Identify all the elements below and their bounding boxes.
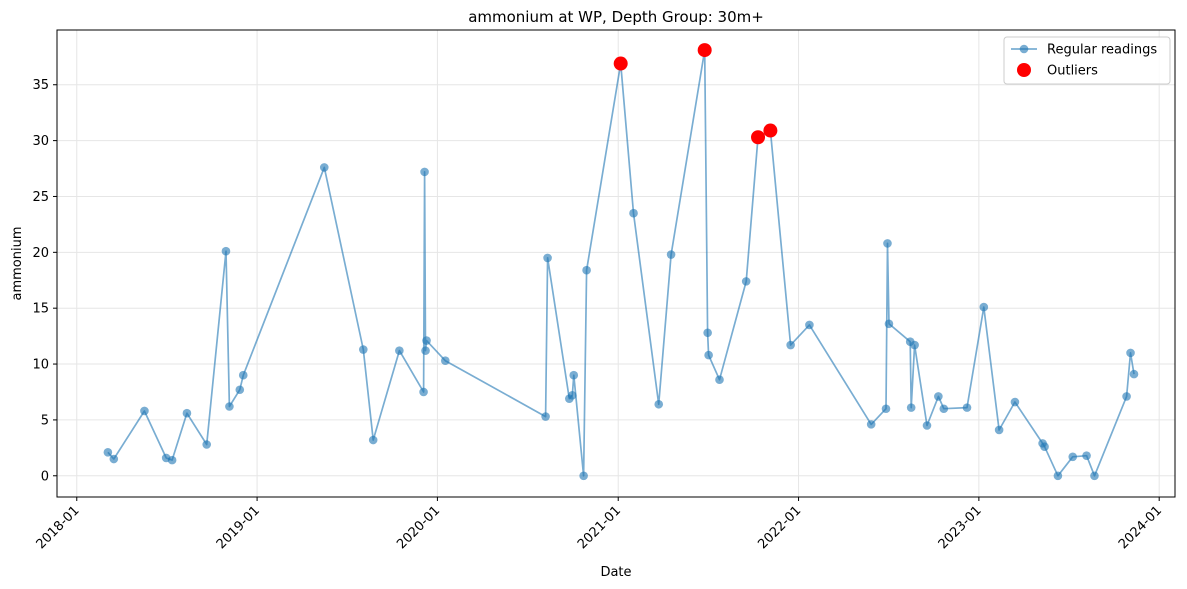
regular-reading-point xyxy=(202,440,211,449)
regular-reading-point xyxy=(420,167,429,177)
regular-reading-point xyxy=(883,239,892,248)
y-tick-label: 15 xyxy=(32,302,49,317)
regular-reading-point xyxy=(715,375,724,384)
regular-reading-point xyxy=(422,336,431,345)
regular-reading-point xyxy=(109,454,119,464)
regular-reading-point xyxy=(703,328,712,338)
regular-reading-point xyxy=(359,345,368,354)
regular-reading-point xyxy=(319,163,329,172)
regular-reading-point xyxy=(704,350,713,360)
outlier-point xyxy=(697,43,712,58)
y-tick-label: 20 xyxy=(32,246,49,261)
regular-reading-point xyxy=(567,391,577,400)
regular-reading-point xyxy=(666,250,676,259)
outlier-point xyxy=(763,123,778,138)
regular-reading-point xyxy=(1040,442,1049,452)
regular-reading-point xyxy=(629,208,638,218)
regular-reading-point xyxy=(1090,471,1099,481)
regular-reading-point xyxy=(654,399,664,409)
regular-reading-point xyxy=(979,302,989,312)
regular-reading-point xyxy=(1129,369,1139,379)
regular-reading-point xyxy=(1053,471,1063,481)
regular-reading-point xyxy=(786,340,795,350)
regular-reading-point xyxy=(962,403,972,412)
regular-reading-point xyxy=(225,402,234,411)
regular-reading-point xyxy=(543,253,552,263)
regular-reading-point xyxy=(910,340,919,350)
regular-reading-point xyxy=(1068,452,1078,462)
regular-reading-point xyxy=(182,408,192,418)
regular-reading-point xyxy=(238,370,248,380)
regular-reading-point xyxy=(922,421,932,430)
regular-reading-point xyxy=(805,320,814,330)
y-tick-label: 30 xyxy=(32,134,49,149)
y-tick-label: 10 xyxy=(32,358,49,373)
regular-reading-point xyxy=(167,455,177,465)
regular-reading-point xyxy=(395,346,404,355)
regular-reading-point xyxy=(866,420,876,429)
chart-title: ammonium at WP, Depth Group: 30m+ xyxy=(468,8,764,26)
legend-outlier-marker-icon xyxy=(1017,63,1031,77)
legend-regular-marker-icon xyxy=(1019,44,1029,54)
regular-reading-point xyxy=(884,319,894,329)
regular-reading-point xyxy=(421,346,430,355)
regular-reading-point xyxy=(368,435,378,445)
regular-reading-point xyxy=(1082,451,1091,460)
outlier-point xyxy=(613,56,628,71)
regular-reading-point xyxy=(881,404,891,414)
x-axis-title: Date xyxy=(600,565,631,580)
regular-reading-point xyxy=(235,385,245,395)
regular-reading-point xyxy=(906,403,916,412)
y-tick-label: 35 xyxy=(32,78,49,93)
series-layer xyxy=(103,43,1139,481)
regular-reading-point xyxy=(103,448,113,457)
regular-reading-point xyxy=(221,246,231,256)
legend-box xyxy=(1003,36,1171,85)
regular-reading-point xyxy=(541,412,550,421)
regular-reading-point xyxy=(569,370,579,380)
y-tick-label: 25 xyxy=(32,190,49,205)
regular-reading-point xyxy=(1122,392,1131,401)
regular-reading-point xyxy=(994,425,1004,435)
regular-reading-point xyxy=(582,265,591,275)
grid-lines xyxy=(57,30,1175,497)
regular-reading-point xyxy=(419,387,428,397)
regular-reading-point xyxy=(1126,348,1135,358)
regular-reading-point xyxy=(741,277,751,286)
regular-reading-point xyxy=(939,404,949,414)
plot-frame xyxy=(56,29,1176,498)
regular-reading-point xyxy=(140,406,149,416)
outlier-point xyxy=(751,130,766,145)
y-tick-label: 0 xyxy=(41,469,49,484)
legend-label-outliers: Outliers xyxy=(1047,64,1098,79)
regular-reading-point xyxy=(441,356,450,365)
y-axis-title: ammonium xyxy=(10,226,25,300)
regular-reading-point xyxy=(579,471,588,481)
y-tick-label: 5 xyxy=(41,413,49,428)
legend: Regular readings Outliers xyxy=(1003,36,1171,85)
regular-reading-point xyxy=(1010,397,1020,407)
regular-reading-point xyxy=(934,392,943,401)
legend-label-regular: Regular readings xyxy=(1047,43,1157,58)
